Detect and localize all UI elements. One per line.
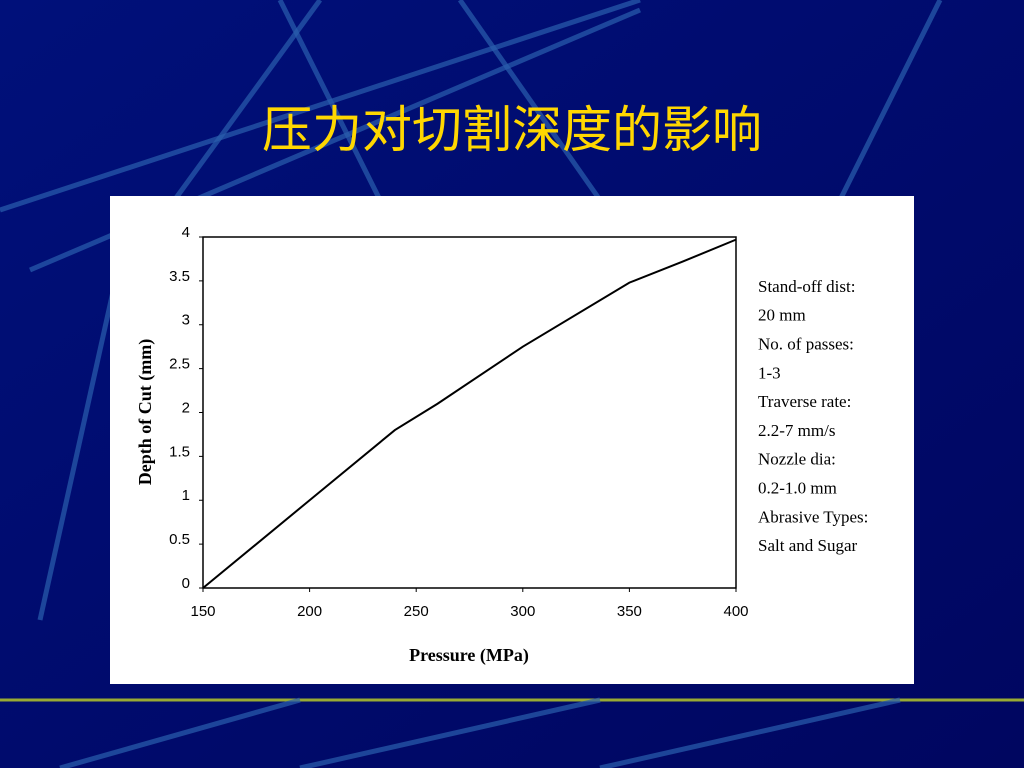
x-tick-label: 400 <box>723 603 748 620</box>
y-tick-label: 1 <box>182 487 190 504</box>
decoration <box>599 697 901 768</box>
data-line <box>202 238 737 589</box>
decoration <box>59 697 301 768</box>
decoration <box>299 697 601 768</box>
chart-panel <box>110 196 914 684</box>
y-tick-label: 0.5 <box>169 531 190 548</box>
annotation-line: Abrasive Types: <box>758 507 868 526</box>
decoration <box>37 259 123 621</box>
annotation-line: Stand-off dist: <box>758 277 855 296</box>
annotation-line: 2.2-7 mm/s <box>758 421 835 440</box>
chart: 0 0.5 1 1.5 2 2.5 3 3.5 4 150 200 250 300 350 400 Press… <box>135 224 868 666</box>
y-tick-label: 2.5 <box>169 356 190 373</box>
decoration <box>0 0 641 213</box>
x-tick-label: 250 <box>404 603 429 620</box>
y-tick-label: 3.5 <box>169 268 190 285</box>
y-tick-label: 3 <box>182 312 190 329</box>
y-tick-label: 2 <box>182 399 190 416</box>
decoration <box>457 0 603 202</box>
y-tick-label: 0 <box>182 575 190 592</box>
x-axis-label: Pressure (MPa) <box>409 645 529 666</box>
x-tick-label: 150 <box>190 603 215 620</box>
annotation-line: Traverse rate: <box>758 392 851 411</box>
y-axis-label: Depth of Cut (mm) <box>135 339 156 485</box>
annotation-line: 1-3 <box>758 363 781 382</box>
x-tick-label: 200 <box>297 603 322 620</box>
x-tick-label: 350 <box>617 603 642 620</box>
annotation-line: No. of passes: <box>758 335 854 354</box>
decoration <box>837 0 943 202</box>
slide-title: 压力对切割深度的影响 <box>262 101 762 159</box>
annotation-line: Nozzle dia: <box>758 450 836 469</box>
decoration <box>277 0 383 202</box>
annotation-line: 0.2-1.0 mm <box>758 479 837 498</box>
annotation-line: Salt and Sugar <box>758 536 857 555</box>
annotation-line: 20 mm <box>758 306 806 325</box>
y-tick-label: 4 <box>182 224 190 241</box>
y-tick-label: 1.5 <box>169 443 190 460</box>
decoration <box>157 0 323 222</box>
x-tick-label: 300 <box>510 603 535 620</box>
